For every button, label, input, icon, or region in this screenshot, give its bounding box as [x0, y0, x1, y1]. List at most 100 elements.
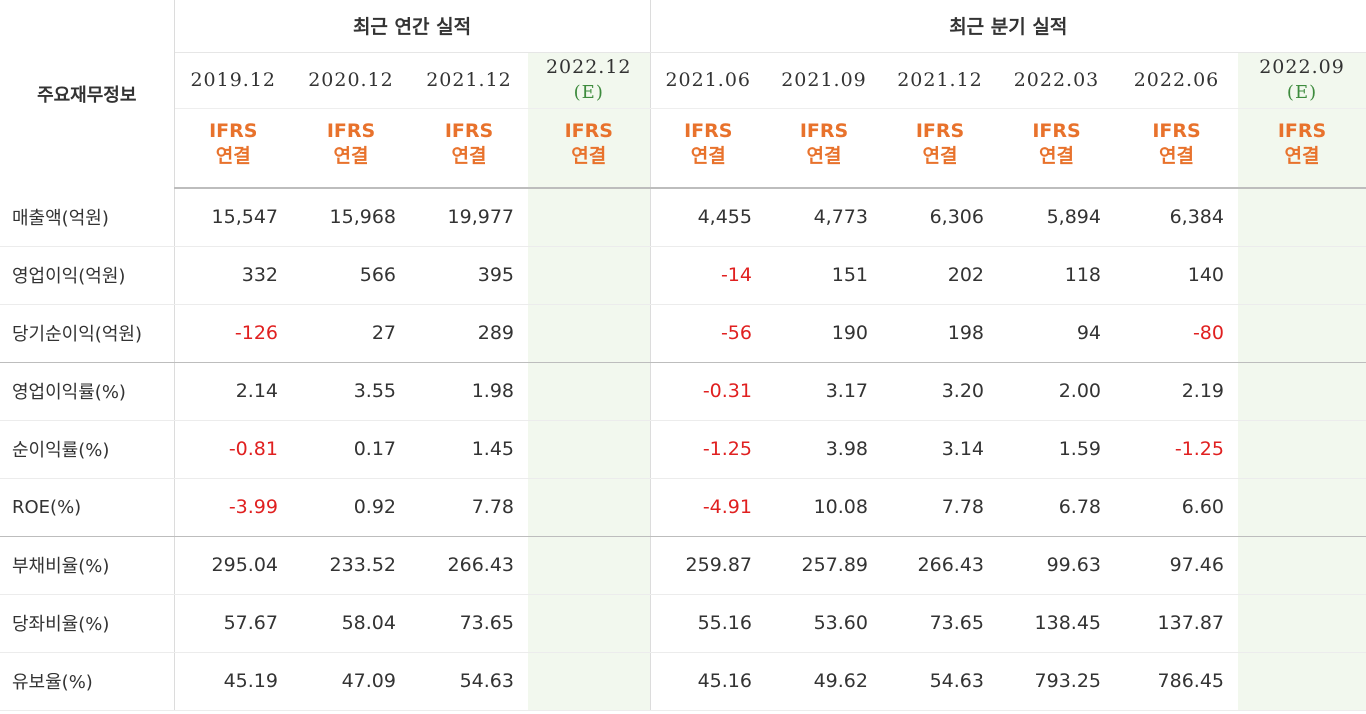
consolidated-label: 연결 [333, 144, 369, 167]
ifrs-label: IFRS [684, 119, 733, 142]
table-row: 부채비율(%) 295.04 233.52 266.43 259.87 257.89 266… [0, 536, 1366, 595]
ifrs-label: IFRS [915, 119, 965, 142]
period-label: 2020.12 [308, 68, 394, 91]
value-cell: 198 [882, 304, 998, 363]
value-cell: 266.43 [410, 536, 528, 595]
value-cell: 6,306 [882, 188, 998, 247]
value-cell: 58.04 [292, 594, 410, 653]
value-cell: 202 [882, 246, 998, 305]
value-cell: 566 [292, 246, 410, 305]
value-cell: -1.25 [650, 420, 766, 479]
value-cell: 257.89 [766, 536, 882, 595]
value-cell [528, 478, 651, 537]
period-label: 2022.12 [545, 56, 632, 78]
value-cell: 47.09 [292, 652, 410, 711]
accounting-basis: IFRS 연결 [766, 108, 882, 189]
value-cell: 94 [998, 304, 1115, 363]
table-row: ROE(%) -3.99 0.92 7.78 -4.91 10.08 7.78 6.78 6.6… [0, 478, 1366, 537]
period-header: 2021.06 [650, 52, 766, 109]
table-row: 당좌비율(%) 57.67 58.04 73.65 55.16 53.60 73.65 138… [0, 594, 1366, 653]
value-cell [1238, 420, 1366, 479]
value-cell: 332 [174, 246, 292, 305]
value-cell: 19,977 [410, 188, 528, 247]
period-label: 2019.12 [190, 68, 277, 91]
value-cell: 45.16 [650, 652, 766, 711]
row-label: 영업이익률(%) [0, 362, 175, 421]
accounting-basis: IFRS 연결 [1238, 108, 1366, 189]
value-cell [528, 362, 651, 421]
ifrs-label: IFRS [1032, 119, 1081, 142]
value-cell: -0.31 [650, 362, 766, 421]
value-cell [1238, 304, 1366, 363]
value-cell: 6.78 [998, 478, 1115, 537]
period-header: 2021.09 [766, 52, 882, 109]
value-cell: 2.00 [998, 362, 1115, 421]
value-cell [528, 246, 651, 305]
value-cell: 151 [766, 246, 882, 305]
period-header: 2021.12 [882, 52, 998, 109]
ifrs-label: IFRS [1152, 119, 1201, 142]
period-label: 2021.06 [665, 68, 752, 91]
value-cell: 27 [292, 304, 410, 363]
value-cell [1238, 362, 1366, 421]
accounting-basis: IFRS 연결 [882, 108, 998, 189]
consolidated-label: 연결 [922, 144, 958, 167]
period-label: 2022.03 [1013, 68, 1100, 91]
value-cell: 6,384 [1115, 188, 1238, 247]
value-cell [1238, 652, 1366, 711]
value-cell [1238, 536, 1366, 595]
value-cell: 793.25 [998, 652, 1115, 711]
row-label: ROE(%) [0, 478, 175, 537]
accounting-basis: IFRS 연결 [1115, 108, 1238, 189]
value-cell: 1.59 [998, 420, 1115, 479]
table-body: 매출액(억원) 15,547 15,968 19,977 4,455 4,773 6,306… [0, 188, 1366, 711]
consolidated-label: 연결 [571, 144, 607, 167]
accounting-basis: IFRS 연결 [410, 108, 528, 189]
value-cell [528, 652, 651, 711]
value-cell: -3.99 [174, 478, 292, 537]
ifrs-label: IFRS [1277, 119, 1327, 142]
value-cell: 259.87 [650, 536, 766, 595]
row-label: 당기순이익(억원) [0, 304, 175, 363]
value-cell: 3.98 [766, 420, 882, 479]
consolidated-label: 연결 [1159, 144, 1194, 167]
period-header: 2022.09 (E) [1238, 52, 1366, 109]
accounting-basis: IFRS 연결 [650, 108, 766, 189]
value-cell: 1.45 [410, 420, 528, 479]
ifrs-label: IFRS [564, 119, 613, 142]
period-label: 2022.09 [1259, 56, 1345, 78]
value-cell: 7.78 [410, 478, 528, 537]
period-label: 2021.09 [781, 68, 867, 91]
value-cell: 15,968 [292, 188, 410, 247]
accounting-basis: IFRS 연결 [292, 108, 410, 189]
estimate-marker: (E) [1286, 82, 1318, 103]
period-label: 2022.06 [1133, 68, 1220, 91]
row-label: 영업이익(억원) [0, 246, 175, 305]
value-cell: 73.65 [882, 594, 998, 653]
table-row: 순이익률(%) -0.81 0.17 1.45 -1.25 3.98 3.14 1.59 -1.… [0, 420, 1366, 479]
consolidated-label: 연결 [1284, 144, 1320, 167]
value-cell: 0.92 [292, 478, 410, 537]
consolidated-label: 연결 [1039, 144, 1074, 167]
value-cell [528, 304, 651, 363]
value-cell [1238, 188, 1366, 247]
table-row: 영업이익률(%) 2.14 3.55 1.98 -0.31 3.17 3.20 2.00 2.1… [0, 362, 1366, 421]
period-header: 2022.06 [1115, 52, 1238, 109]
value-cell [1238, 594, 1366, 653]
value-cell [528, 536, 651, 595]
value-cell [528, 594, 651, 653]
ifrs-label: IFRS [799, 119, 849, 142]
ifrs-label: IFRS [444, 119, 494, 142]
accounting-basis: IFRS 연결 [174, 108, 292, 189]
value-cell: 97.46 [1115, 536, 1238, 595]
table-header: 주요재무정보 최근 연간 실적 최근 분기 실적 2019.12 2020.12 2… [0, 0, 1366, 189]
annual-group-header: 최근 연간 실적 [174, 0, 651, 53]
row-label: 순이익률(%) [0, 420, 175, 479]
value-cell: -56 [650, 304, 766, 363]
value-cell [528, 188, 651, 247]
consolidated-label: 연결 [690, 144, 726, 167]
value-cell: -80 [1115, 304, 1238, 363]
value-cell: 137.87 [1115, 594, 1238, 653]
value-cell: 5,894 [998, 188, 1115, 247]
